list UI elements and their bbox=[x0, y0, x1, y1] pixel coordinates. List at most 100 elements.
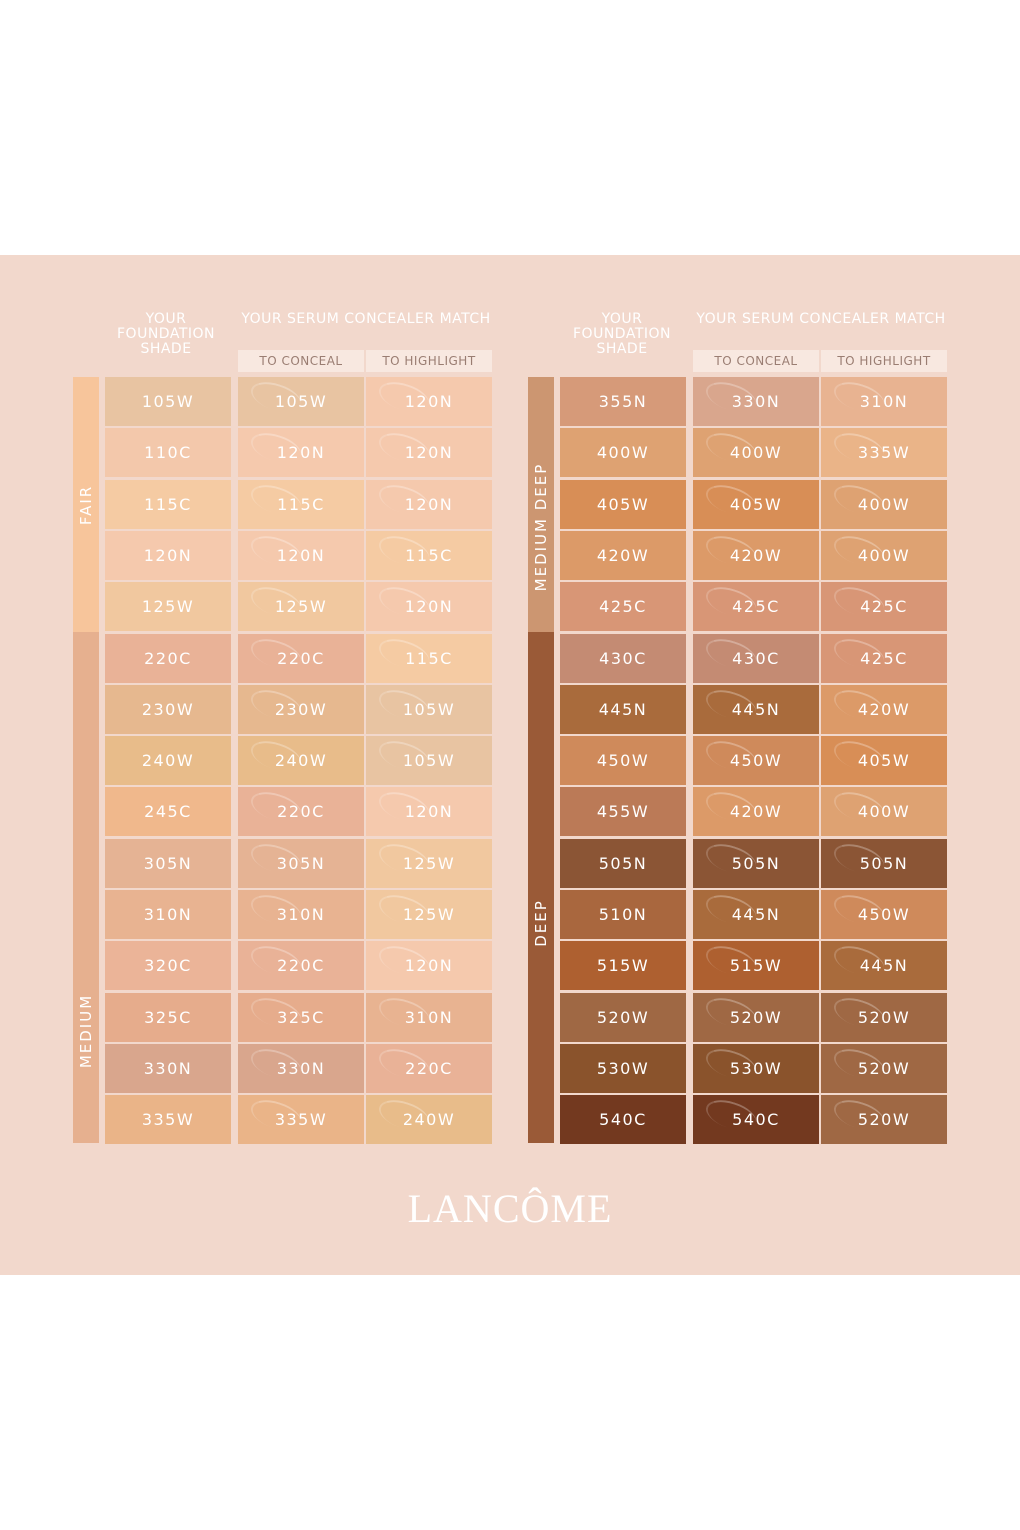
right-highlight-cell: 310N bbox=[821, 377, 947, 426]
shade-code: 105W bbox=[402, 699, 456, 719]
left-foundation-cell: 335W bbox=[105, 1095, 231, 1145]
right-foundation-cell: 520W bbox=[560, 992, 686, 1042]
shade-code: 420W bbox=[596, 545, 650, 565]
left-conceal-cell: 120N bbox=[238, 530, 364, 580]
shade-code: 405W bbox=[857, 751, 911, 771]
right-highlight-cell: 505N bbox=[821, 838, 947, 888]
right-foundation-cell: 445N bbox=[560, 684, 686, 734]
shade-code: 505N bbox=[731, 853, 781, 873]
left-highlight-header: TO HIGHLIGHT bbox=[366, 350, 492, 372]
left-highlight-cell: 120N bbox=[366, 428, 492, 478]
left-highlight-cell: 120N bbox=[366, 582, 492, 632]
shade-code: 115C bbox=[405, 648, 453, 668]
shade-code: 120N bbox=[276, 443, 326, 463]
shade-code: 120N bbox=[143, 545, 193, 565]
band-medium: MEDIUM bbox=[73, 632, 99, 1143]
right-conceal-cell: 430C bbox=[693, 633, 819, 683]
right-conceal-cell: 400W bbox=[693, 428, 819, 478]
shade-code: 310N bbox=[143, 905, 193, 924]
left-conceal-cell: 325C bbox=[238, 992, 364, 1042]
right-highlight-cell: 400W bbox=[821, 787, 947, 837]
shade-code: 120N bbox=[404, 392, 454, 411]
shade-code: 505N bbox=[859, 853, 909, 873]
right-foundation-cell: 430C bbox=[560, 633, 686, 683]
left-conceal-cell: 120N bbox=[238, 428, 364, 478]
shade-code: 240W bbox=[141, 751, 195, 771]
shade-code: 420W bbox=[729, 545, 783, 565]
shade-code: 450W bbox=[857, 905, 911, 924]
shade-code: 530W bbox=[729, 1058, 783, 1078]
shade-code: 445N bbox=[731, 699, 781, 719]
right-foundation-cell: 515W bbox=[560, 941, 686, 991]
right-foundation-cell: 420W bbox=[560, 530, 686, 580]
right-highlight-cell: 335W bbox=[821, 428, 947, 478]
left-conceal-cell: 310N bbox=[238, 890, 364, 939]
left-foundation-cell: 325C bbox=[105, 992, 231, 1042]
left-foundation-cell: 115C bbox=[105, 479, 231, 529]
shade-code: 400W bbox=[857, 545, 911, 565]
shade-code: 320C bbox=[144, 956, 192, 976]
shade-code: 445N bbox=[731, 905, 781, 924]
right-highlight-cell: 520W bbox=[821, 992, 947, 1042]
shade-code: 425C bbox=[732, 597, 780, 617]
shade-code: 230W bbox=[141, 699, 195, 719]
left-conceal-header: TO CONCEAL bbox=[238, 350, 364, 372]
shade-code: 325C bbox=[144, 1007, 192, 1027]
left-highlight-cell: 115C bbox=[366, 530, 492, 580]
right-foundation-cell: 510N bbox=[560, 890, 686, 939]
shade-code: 220C bbox=[277, 956, 325, 976]
left-foundation-cell: 230W bbox=[105, 684, 231, 734]
right-conceal-cell: 530W bbox=[693, 1043, 819, 1093]
left-match-header: YOUR SERUM CONCEALER MATCH bbox=[241, 311, 491, 327]
left-highlight-cell: 120N bbox=[366, 787, 492, 837]
shade-code: 245C bbox=[144, 802, 192, 822]
right-highlight-cell: 400W bbox=[821, 530, 947, 580]
shade-code: 405W bbox=[729, 494, 783, 514]
shade-code: 425C bbox=[860, 597, 908, 617]
shade-code: 220C bbox=[277, 648, 325, 668]
left-conceal-cell: 220C bbox=[238, 633, 364, 683]
band-fair-label: FAIR bbox=[77, 484, 95, 525]
left-foundation-cell: 320C bbox=[105, 941, 231, 991]
shade-code: 400W bbox=[857, 802, 911, 822]
shade-code: 105W bbox=[402, 751, 456, 771]
shade-code: 520W bbox=[729, 1007, 783, 1027]
shade-code: 400W bbox=[857, 494, 911, 514]
shade-code: 425C bbox=[599, 597, 647, 617]
left-highlight-cell: 105W bbox=[366, 736, 492, 786]
right-foundation-cell: 400W bbox=[560, 428, 686, 478]
band-medium-label: MEDIUM bbox=[77, 993, 95, 1068]
shade-code: 400W bbox=[729, 443, 783, 463]
left-highlight-cell: 240W bbox=[366, 1095, 492, 1145]
left-conceal-cell: 220C bbox=[238, 787, 364, 837]
right-foundation-cell: 530W bbox=[560, 1043, 686, 1093]
left-highlight-cell: 220C bbox=[366, 1043, 492, 1093]
left-foundation-cell: 240W bbox=[105, 736, 231, 786]
shade-code: 115C bbox=[277, 494, 325, 514]
shade-code: 515W bbox=[729, 956, 783, 976]
shade-code: 425C bbox=[860, 648, 908, 668]
shade-code: 105W bbox=[141, 392, 195, 411]
shade-code: 120N bbox=[404, 802, 454, 822]
shade-code: 520W bbox=[596, 1007, 650, 1027]
shade-code: 115C bbox=[405, 545, 453, 565]
left-foundation-cell: 330N bbox=[105, 1043, 231, 1093]
shade-code: 220C bbox=[277, 802, 325, 822]
left-highlight-cell: 125W bbox=[366, 890, 492, 939]
right-foundation-cell: 505N bbox=[560, 838, 686, 888]
shade-code: 240W bbox=[274, 751, 328, 771]
shade-code: 120N bbox=[404, 443, 454, 463]
shade-code: 335W bbox=[274, 1110, 328, 1130]
shade-code: 420W bbox=[857, 699, 911, 719]
band-medium-deep-label: MEDIUM DEEP bbox=[532, 463, 550, 592]
right-foundation-cell: 425C bbox=[560, 582, 686, 632]
left-foundation-cell: 305N bbox=[105, 838, 231, 888]
shade-code: 335W bbox=[141, 1110, 195, 1130]
shade-code: 125W bbox=[402, 853, 456, 873]
left-foundation-cell: 125W bbox=[105, 582, 231, 632]
shade-code: 125W bbox=[402, 905, 456, 924]
left-highlight-cell: 120N bbox=[366, 941, 492, 991]
left-conceal-cell: 335W bbox=[238, 1095, 364, 1145]
shade-code: 540C bbox=[732, 1110, 780, 1130]
shade-code: 120N bbox=[404, 956, 454, 976]
